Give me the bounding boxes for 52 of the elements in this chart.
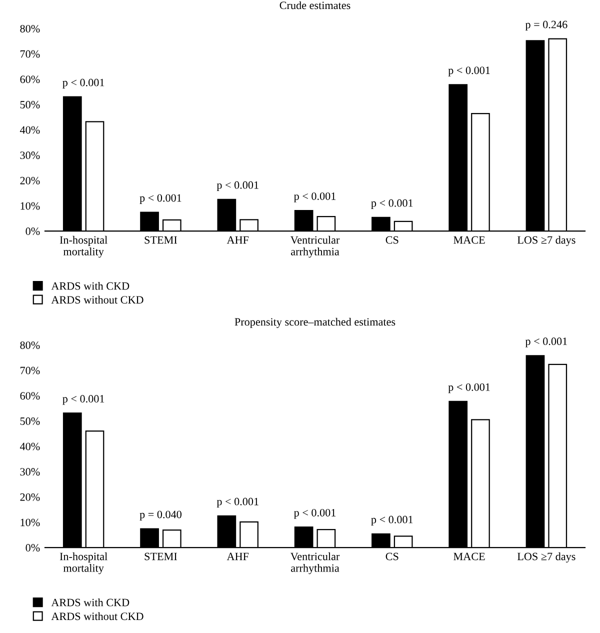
annotation: p < 0.001 (371, 199, 413, 210)
x-tick-label: MACE (454, 552, 485, 560)
chart-title: Propensity score–matched estimates (234, 318, 396, 328)
x-tick-label: CS (386, 552, 398, 560)
y-tick-label: 60% (20, 76, 40, 84)
legend-label: ARDS without CKD (51, 612, 144, 620)
y-tick-label: 50% (20, 100, 40, 108)
annotation: p < 0.001 (62, 395, 104, 405)
chart-title: Crude estimates (280, 1, 350, 10)
y-tick-label: 10% (20, 518, 40, 526)
y-tick-label: 30% (20, 468, 40, 476)
y-tick-label: 0% (26, 228, 40, 236)
y-tick-label: 30% (20, 152, 40, 160)
y-tick-label: 0% (26, 544, 40, 552)
annotation: p < 0.001 (525, 338, 567, 348)
annotation: p < 0.001 (294, 192, 336, 202)
x-tick-label: MACE (454, 236, 485, 244)
y-tick-label: 60% (20, 392, 40, 400)
legend-label: ARDS without CKD (51, 296, 144, 304)
y-tick-label: 40% (20, 442, 40, 450)
x-tick-label: STEMI (144, 552, 177, 560)
y-tick-label: 80% (20, 341, 40, 349)
y-tick-label: 70% (20, 50, 40, 58)
x-tick-label: STEMI (144, 236, 177, 244)
annotation: p < 0.001 (140, 194, 182, 204)
annotation: p < 0.001 (62, 78, 104, 89)
x-tick-label: AHF (226, 236, 249, 244)
x-tick-label: Ventricular arrhythmia (290, 552, 340, 574)
y-tick-label: 50% (20, 417, 40, 425)
x-tick-label: In-hospital mortality (60, 552, 108, 574)
y-tick-label: 80% (20, 24, 40, 32)
x-tick-label: Ventricular arrhythmia (290, 236, 340, 258)
x-tick-label: LOS ≥7 days (517, 236, 576, 246)
x-tick-label: AHF (226, 552, 249, 560)
y-tick-label: 70% (20, 366, 40, 374)
annotation: p < 0.001 (294, 508, 336, 519)
annotation: p < 0.001 (448, 66, 490, 76)
y-tick-label: 40% (20, 126, 40, 134)
y-tick-label: 10% (20, 202, 40, 210)
annotation: p < 0.001 (371, 516, 413, 526)
annotation: p = 0.040 (140, 510, 182, 520)
annotation: p < 0.001 (216, 498, 258, 508)
x-tick-label: CS (386, 236, 398, 244)
annotation: p < 0.001 (448, 383, 490, 394)
y-tick-label: 20% (20, 176, 40, 184)
annotation: p < 0.001 (216, 181, 258, 192)
y-tick-label: 20% (20, 493, 40, 501)
x-tick-label: In-hospital mortality (60, 236, 108, 258)
legend-label: ARDS with CKD (51, 598, 130, 606)
x-tick-label: LOS ≥7 days (517, 552, 576, 563)
legend-label: ARDS with CKD (51, 282, 130, 290)
annotation: p = 0.246 (525, 20, 568, 31)
